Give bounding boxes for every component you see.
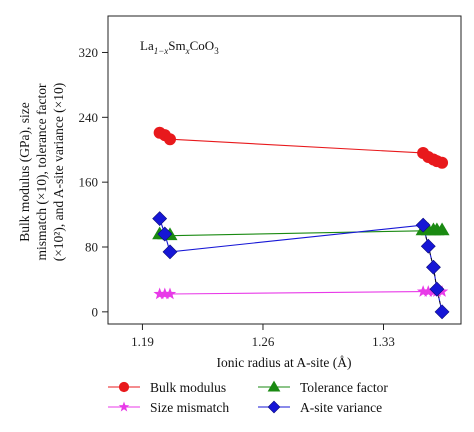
y-axis-title-line-2: mismatch (×10), tolerance factor — [34, 83, 49, 261]
series-lines — [159, 138, 443, 312]
a-site-variance-point-6 — [429, 281, 445, 297]
a-site-variance-point-1 — [157, 226, 173, 242]
annotation-sub: 1−x — [154, 46, 169, 56]
legend-label-bulk-modulus: Bulk modulus — [150, 380, 226, 395]
x-tick-label: 1.33 — [372, 334, 395, 349]
size-mismatch-point-2 — [163, 287, 177, 300]
legend-marker-size-mismatch — [118, 401, 130, 412]
series-line-size-mismatch — [169, 291, 424, 295]
y-axis: 0 80 160 240 320 — [79, 45, 108, 319]
legend-label-size-mismatch: Size mismatch — [150, 400, 229, 415]
legend-label-a-site-variance: A-site variance — [300, 400, 382, 415]
annotation-main: La — [140, 38, 154, 53]
annotation-mid: Sm — [168, 38, 185, 53]
annotation-end: CoO — [190, 38, 215, 53]
x-axis-title: Ionic radius at A-site (Å) — [217, 355, 352, 370]
legend: Bulk modulus Tolerance factor Size mismatc… — [108, 380, 388, 415]
legend-label-tolerance-factor: Tolerance factor — [300, 380, 388, 395]
a-site-variance-point-5 — [426, 259, 441, 275]
a-site-variance-point-4 — [420, 238, 436, 254]
size-mismatch-point-0 — [153, 287, 166, 300]
y-axis-title-line-1: Bulk modulus (GPa), size — [17, 102, 32, 242]
bulk-modulus-point-7 — [436, 156, 449, 169]
a-site-variance-point-2 — [162, 244, 178, 260]
series-markers — [152, 126, 450, 320]
y-tick-label: 160 — [79, 175, 99, 190]
y-tick-label: 80 — [85, 240, 98, 255]
y-tick-label: 0 — [92, 304, 99, 319]
series-line-tolerance-factor — [169, 230, 424, 237]
a-site-variance-point-0 — [152, 211, 168, 227]
series-line-bulk-modulus — [169, 138, 424, 154]
y-axis-title-line-3: (×10²), and A-site variance (×10) — [51, 83, 66, 262]
chart-annotation: La1−xSmxCoO3 — [140, 38, 219, 56]
legend-marker-tolerance-factor — [267, 380, 281, 392]
y-axis-title: Bulk modulus (GPa), size mismatch (×10),… — [17, 83, 66, 262]
tolerance-factor-point-7 — [434, 222, 450, 236]
annotation-sub3: 3 — [214, 46, 219, 56]
legend-marker-bulk-modulus — [118, 381, 130, 393]
annotation-sub2: x — [185, 46, 190, 56]
x-tick-label: 1.26 — [252, 334, 275, 349]
legend-marker-a-site-variance — [267, 400, 281, 414]
size-mismatch-point-1 — [158, 287, 172, 300]
size-mismatch-point-3 — [416, 285, 430, 297]
size-mismatch-point-4 — [422, 285, 435, 297]
y-tick-label: 240 — [79, 110, 99, 125]
x-tick-label: 1.19 — [131, 334, 154, 349]
y-tick-label: 320 — [79, 45, 99, 60]
plot-frame — [107, 15, 462, 325]
bulk-modulus-point-2 — [163, 133, 176, 146]
a-site-variance-point-3 — [415, 217, 431, 233]
x-axis: 1.19 1.26 1.33 — [131, 324, 395, 349]
a-site-variance-point-7 — [434, 304, 450, 320]
